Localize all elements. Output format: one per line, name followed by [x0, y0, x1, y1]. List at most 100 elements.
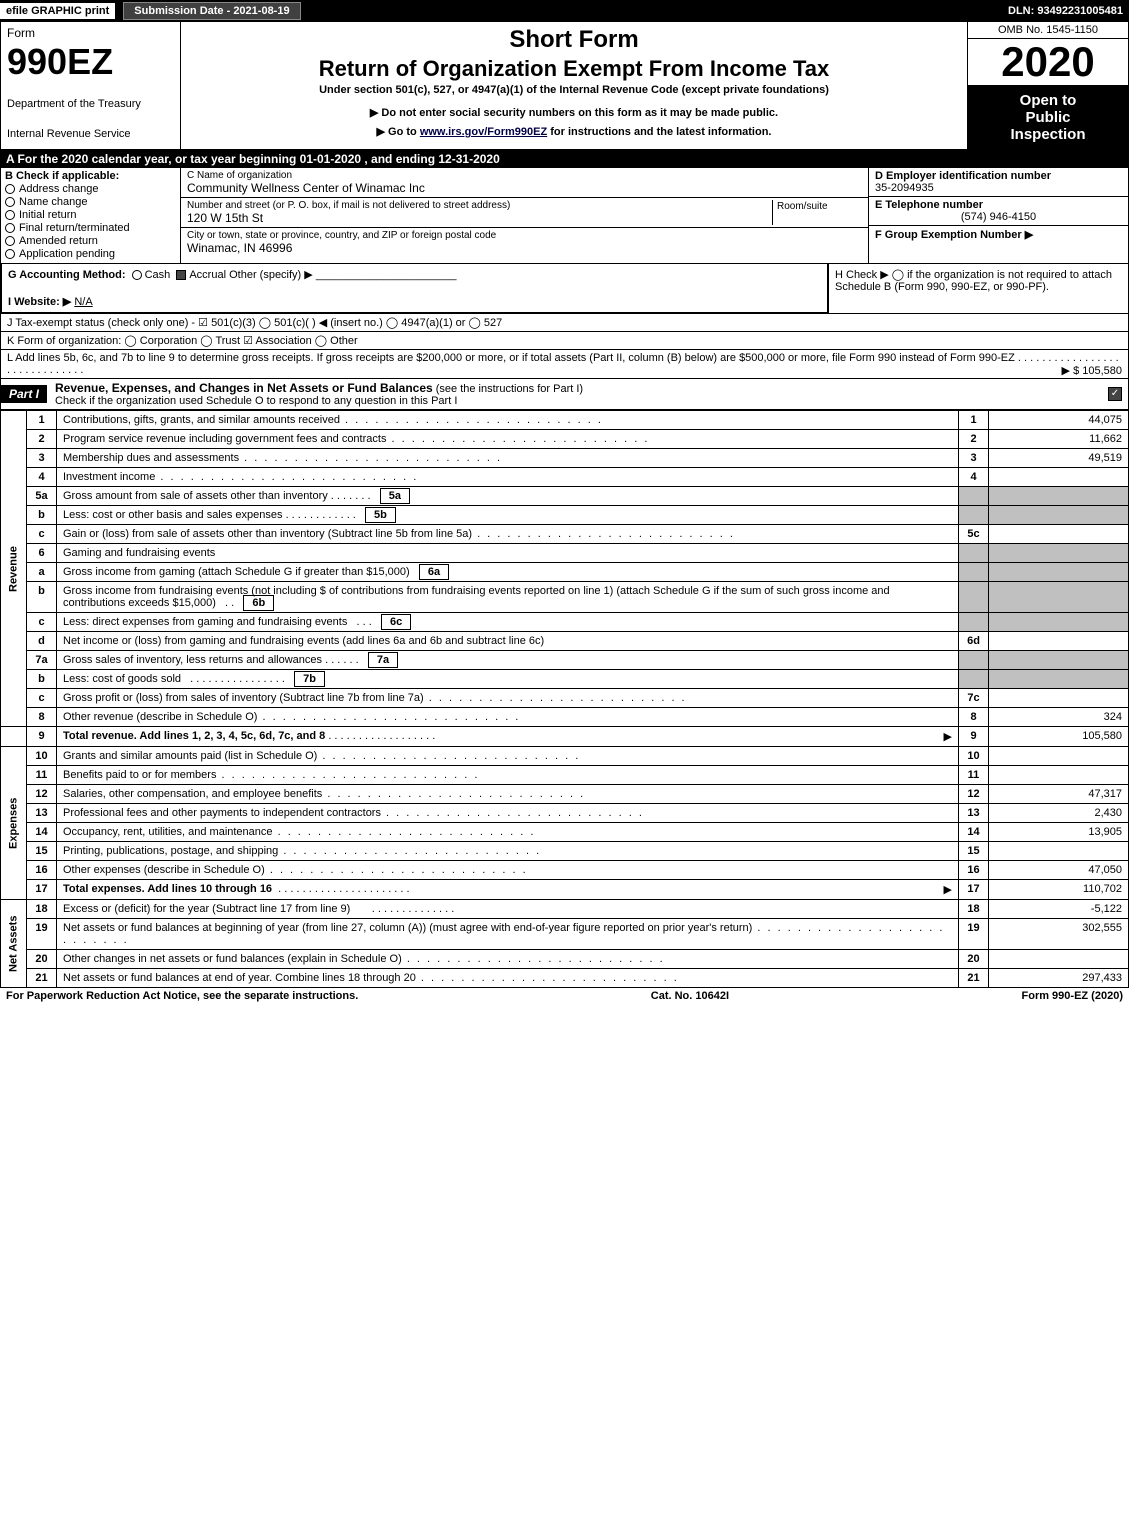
line-2: Program service revenue including govern… [57, 430, 959, 449]
line-18: Excess or (deficit) for the year (Subtra… [57, 900, 959, 919]
line-16: Other expenses (describe in Schedule O) [57, 861, 959, 880]
l-gross-receipts: L Add lines 5b, 6c, and 7b to line 9 to … [0, 350, 1129, 379]
chk-address[interactable]: Address change [5, 183, 176, 195]
amt-1: 44,075 [989, 411, 1129, 430]
form-header: Form 990EZ Department of the Treasury In… [0, 22, 1129, 150]
amt-12: 47,317 [989, 785, 1129, 804]
part-i-checkbox[interactable]: ✓ [1108, 387, 1122, 401]
side-expenses: Expenses [1, 747, 27, 900]
chk-initial[interactable]: Initial return [5, 209, 176, 221]
part-i-label: Part I [1, 385, 47, 403]
amt-19: 302,555 [989, 919, 1129, 950]
amt-4 [989, 468, 1129, 487]
room-label: Room/suite [777, 201, 828, 212]
cat-no: Cat. No. 10642I [651, 990, 729, 1002]
d-ein-label: D Employer identification number [875, 170, 1122, 182]
line-11: Benefits paid to or for members [57, 766, 959, 785]
part-i-title: Revenue, Expenses, and Changes in Net As… [55, 381, 433, 395]
amt-16: 47,050 [989, 861, 1129, 880]
part-i-check-text: Check if the organization used Schedule … [55, 395, 1100, 407]
h-check: H Check ▶ ◯ if the organization is not r… [828, 264, 1128, 313]
amt-2: 11,662 [989, 430, 1129, 449]
footer: For Paperwork Reduction Act Notice, see … [0, 988, 1129, 1004]
line-5b: Less: cost or other basis and sales expe… [57, 506, 959, 525]
line-6c: Less: direct expenses from gaming and fu… [57, 613, 959, 632]
side-revenue: Revenue [1, 411, 27, 727]
line-17: Total expenses. Add lines 10 through 16 … [57, 880, 959, 900]
line-12: Salaries, other compensation, and employ… [57, 785, 959, 804]
chk-final[interactable]: Final return/terminated [5, 222, 176, 234]
line-3: Membership dues and assessments [57, 449, 959, 468]
goto-link[interactable]: www.irs.gov/Form990EZ [420, 126, 547, 138]
org-name: Community Wellness Center of Winamac Inc [187, 181, 862, 195]
j-tax-exempt: J Tax-exempt status (check only one) - ☑… [0, 314, 1129, 332]
side-netassets: Net Assets [1, 900, 27, 988]
line-13: Professional fees and other payments to … [57, 804, 959, 823]
lines-table: Revenue 1Contributions, gifts, grants, a… [0, 410, 1129, 988]
cash-radio[interactable] [132, 270, 142, 280]
city-label: City or town, state or province, country… [187, 230, 862, 241]
col-d: D Employer identification number 35-2094… [868, 168, 1128, 263]
amt-6d [989, 632, 1129, 651]
col-c: C Name of organization Community Wellnes… [181, 168, 868, 263]
top-bar: efile GRAPHIC print Submission Date - 20… [0, 0, 1129, 22]
line-7c: Gross profit or (loss) from sales of inv… [57, 689, 959, 708]
line-6a: Gross income from gaming (attach Schedul… [57, 563, 959, 582]
city-state-zip: Winamac, IN 46996 [187, 241, 862, 255]
g-accounting: G Accounting Method: Cash Accrual Other … [1, 264, 828, 313]
submission-date: Submission Date - 2021-08-19 [123, 2, 300, 20]
entity-grid: B Check if applicable: Address change Na… [0, 168, 1129, 264]
amt-17: 110,702 [989, 880, 1129, 900]
ein-value: 35-2094935 [875, 182, 1122, 194]
amt-8: 324 [989, 708, 1129, 727]
line-5a: Gross amount from sale of assets other t… [57, 487, 959, 506]
amt-5c [989, 525, 1129, 544]
b-title: B Check if applicable: [5, 170, 176, 182]
line-15: Printing, publications, postage, and shi… [57, 842, 959, 861]
line-7a: Gross sales of inventory, less returns a… [57, 651, 959, 670]
dln: DLN: 93492231005481 [1008, 5, 1129, 17]
chk-name[interactable]: Name change [5, 196, 176, 208]
c-name-label: C Name of organization [187, 170, 862, 181]
open-to-public: Open to Public Inspection [968, 86, 1128, 149]
phone-value: (574) 946-4150 [875, 211, 1122, 223]
tax-year: 2020 [968, 39, 1128, 86]
amt-11 [989, 766, 1129, 785]
addr-label: Number and street (or P. O. box, if mail… [187, 200, 772, 211]
line-1: Contributions, gifts, grants, and simila… [57, 411, 959, 430]
form-ref: Form 990-EZ (2020) [1022, 990, 1123, 1002]
amt-10 [989, 747, 1129, 766]
street-address: 120 W 15th St [187, 211, 772, 225]
line-6: Gaming and fundraising events [57, 544, 959, 563]
ssn-note: ▶ Do not enter social security numbers o… [189, 106, 959, 119]
amt-9: 105,580 [989, 727, 1129, 747]
amt-20 [989, 950, 1129, 969]
tax-year-line: A For the 2020 calendar year, or tax yea… [0, 150, 1129, 168]
return-title: Return of Organization Exempt From Incom… [189, 56, 959, 82]
chk-pending[interactable]: Application pending [5, 248, 176, 260]
line-5c: Gain or (loss) from sale of assets other… [57, 525, 959, 544]
under-section: Under section 501(c), 527, or 4947(a)(1)… [189, 84, 959, 96]
chk-amended[interactable]: Amended return [5, 235, 176, 247]
e-phone-label: E Telephone number [875, 199, 1122, 211]
amt-15 [989, 842, 1129, 861]
line-14: Occupancy, rent, utilities, and maintena… [57, 823, 959, 842]
line-21: Net assets or fund balances at end of ye… [57, 969, 959, 988]
form-word: Form [7, 26, 174, 40]
line-4: Investment income [57, 468, 959, 487]
omb-number: OMB No. 1545-1150 [968, 22, 1128, 39]
efile-label[interactable]: efile GRAPHIC print [0, 3, 115, 19]
amt-21: 297,433 [989, 969, 1129, 988]
accrual-check[interactable] [176, 270, 186, 280]
line-6b: Gross income from fundraising events (no… [57, 582, 959, 613]
i-website-label: I Website: ▶ [8, 296, 71, 308]
line-20: Other changes in net assets or fund bala… [57, 950, 959, 969]
k-form-org: K Form of organization: ◯ Corporation ◯ … [0, 332, 1129, 350]
goto-post: for instructions and the latest informat… [547, 126, 771, 138]
goto-line: ▶ Go to www.irs.gov/Form990EZ for instru… [189, 125, 959, 138]
amt-14: 13,905 [989, 823, 1129, 842]
line-10: Grants and similar amounts paid (list in… [57, 747, 959, 766]
website-value: N/A [74, 296, 92, 308]
amt-18: -5,122 [989, 900, 1129, 919]
line-9: Total revenue. Add lines 1, 2, 3, 4, 5c,… [57, 727, 959, 747]
